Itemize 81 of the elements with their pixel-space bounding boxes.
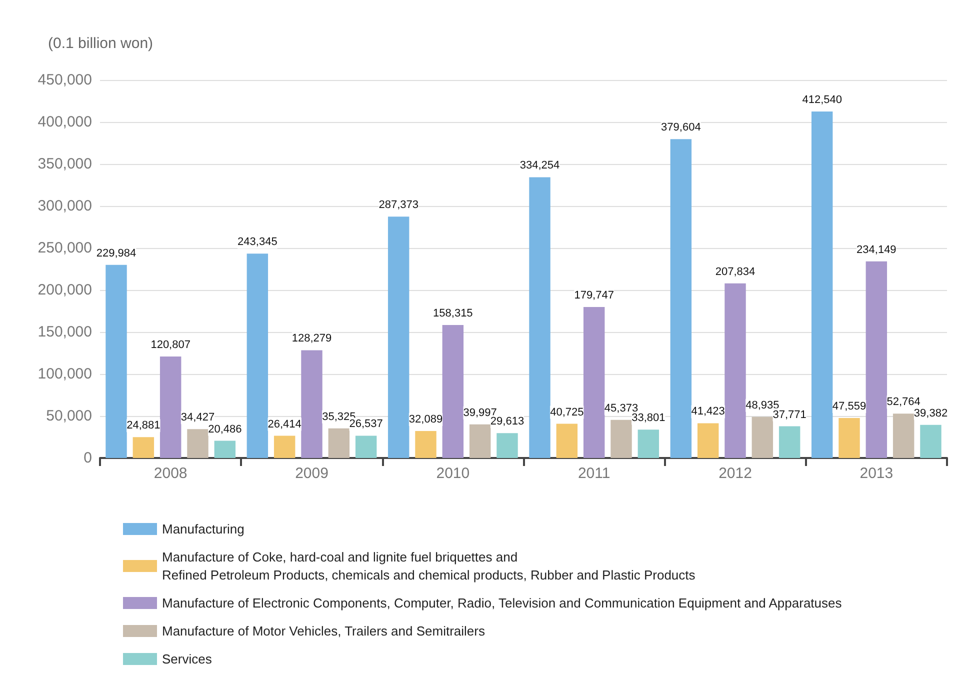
bar	[610, 420, 632, 458]
bar	[638, 430, 660, 458]
bar	[697, 423, 719, 458]
bar	[496, 433, 518, 458]
y-tick-label: 350,000	[38, 156, 92, 172]
bar	[214, 440, 236, 458]
data-label: 45,373	[604, 402, 638, 414]
x-tick-label: 2012	[718, 465, 752, 482]
data-label: 40,725	[550, 406, 584, 418]
bar	[355, 436, 377, 458]
data-label: 207,834	[715, 266, 756, 278]
data-label: 41,423	[691, 406, 725, 418]
y-tick-label: 150,000	[38, 324, 92, 340]
legend-label: Manufacture of Motor Vehicles, Trailers and Semitrailers	[162, 624, 486, 638]
y-tick-label: 0	[84, 450, 92, 466]
bar	[556, 424, 578, 458]
bar	[415, 431, 436, 458]
data-label: 229,984	[96, 247, 136, 260]
legend-label: Services	[162, 652, 212, 666]
legend-label: Manufacturing	[162, 522, 244, 536]
data-label: 412,540	[802, 94, 842, 106]
data-label: 379,604	[661, 122, 701, 134]
bar	[920, 424, 942, 458]
x-tick-label: 2010	[436, 465, 470, 482]
bar	[811, 111, 833, 458]
x-tick-label: 2011	[578, 465, 610, 482]
data-label: 39,997	[463, 406, 497, 419]
y-tick-label: 100,000	[38, 366, 92, 382]
legend-label: Manufacture of Coke, hard-coal and lignite fuel briquettes and Refined Petroleum Products, chemicals and chemical products, Rubber and Plastic Products	[162, 550, 696, 582]
bar	[583, 307, 605, 458]
data-label: 34,427	[180, 412, 215, 424]
x-tick-label: 2013	[860, 465, 894, 482]
data-label: 158,315	[433, 308, 473, 320]
data-label: 120,807	[150, 339, 190, 352]
data-label: 26,537	[349, 418, 383, 430]
y-tick-label: 50,000	[46, 408, 92, 424]
data-label: 32,089	[408, 414, 443, 426]
y-tick-label: 450,000	[38, 72, 92, 88]
y-tick-label: 250,000	[38, 240, 92, 256]
bar	[469, 424, 491, 458]
bar	[388, 216, 410, 458]
data-label: 24,881	[126, 420, 160, 432]
data-label: 287,373	[378, 199, 418, 212]
bar	[328, 428, 350, 458]
data-label: 47,559	[832, 400, 866, 413]
data-label: 234,149	[856, 244, 896, 256]
data-label: 37,771	[772, 408, 806, 421]
bar	[752, 416, 774, 458]
x-tick-label: 2009	[295, 465, 328, 482]
bar	[892, 414, 914, 458]
y-tick-label: 400,000	[38, 114, 92, 130]
y-tick-label: 300,000	[38, 198, 92, 214]
bar	[274, 436, 296, 458]
legend-label: Manufacture of Electronic Components, Computer, Radio, Television and Communication Equipment and Apparatuses	[162, 596, 842, 610]
y-axis-title: (0.1 billion won)	[48, 35, 154, 52]
x-tick-label: 2008	[154, 465, 188, 482]
data-label: 26,414	[268, 418, 302, 430]
bar	[132, 437, 154, 458]
bar	[724, 283, 746, 458]
bar	[301, 350, 322, 458]
data-label: 29,613	[490, 416, 524, 428]
data-label: 48,935	[746, 399, 780, 412]
bar	[778, 426, 800, 458]
bar	[529, 177, 550, 458]
data-label: 334,254	[520, 160, 560, 172]
bar	[442, 325, 464, 458]
bar	[838, 418, 860, 458]
bar	[187, 429, 208, 458]
bar	[246, 254, 268, 458]
y-tick-label: 200,000	[38, 282, 92, 298]
bar	[160, 356, 182, 458]
data-label: 128,279	[292, 332, 332, 345]
bar	[866, 261, 888, 458]
data-label: 179,747	[574, 290, 614, 302]
data-label: 33,801	[632, 412, 666, 424]
data-label: 39,382	[914, 407, 948, 420]
data-label: 52,764	[886, 396, 920, 408]
bar	[670, 139, 692, 458]
data-label: 243,345	[238, 236, 278, 248]
data-label: 20,486	[208, 423, 242, 436]
bar	[106, 264, 127, 458]
